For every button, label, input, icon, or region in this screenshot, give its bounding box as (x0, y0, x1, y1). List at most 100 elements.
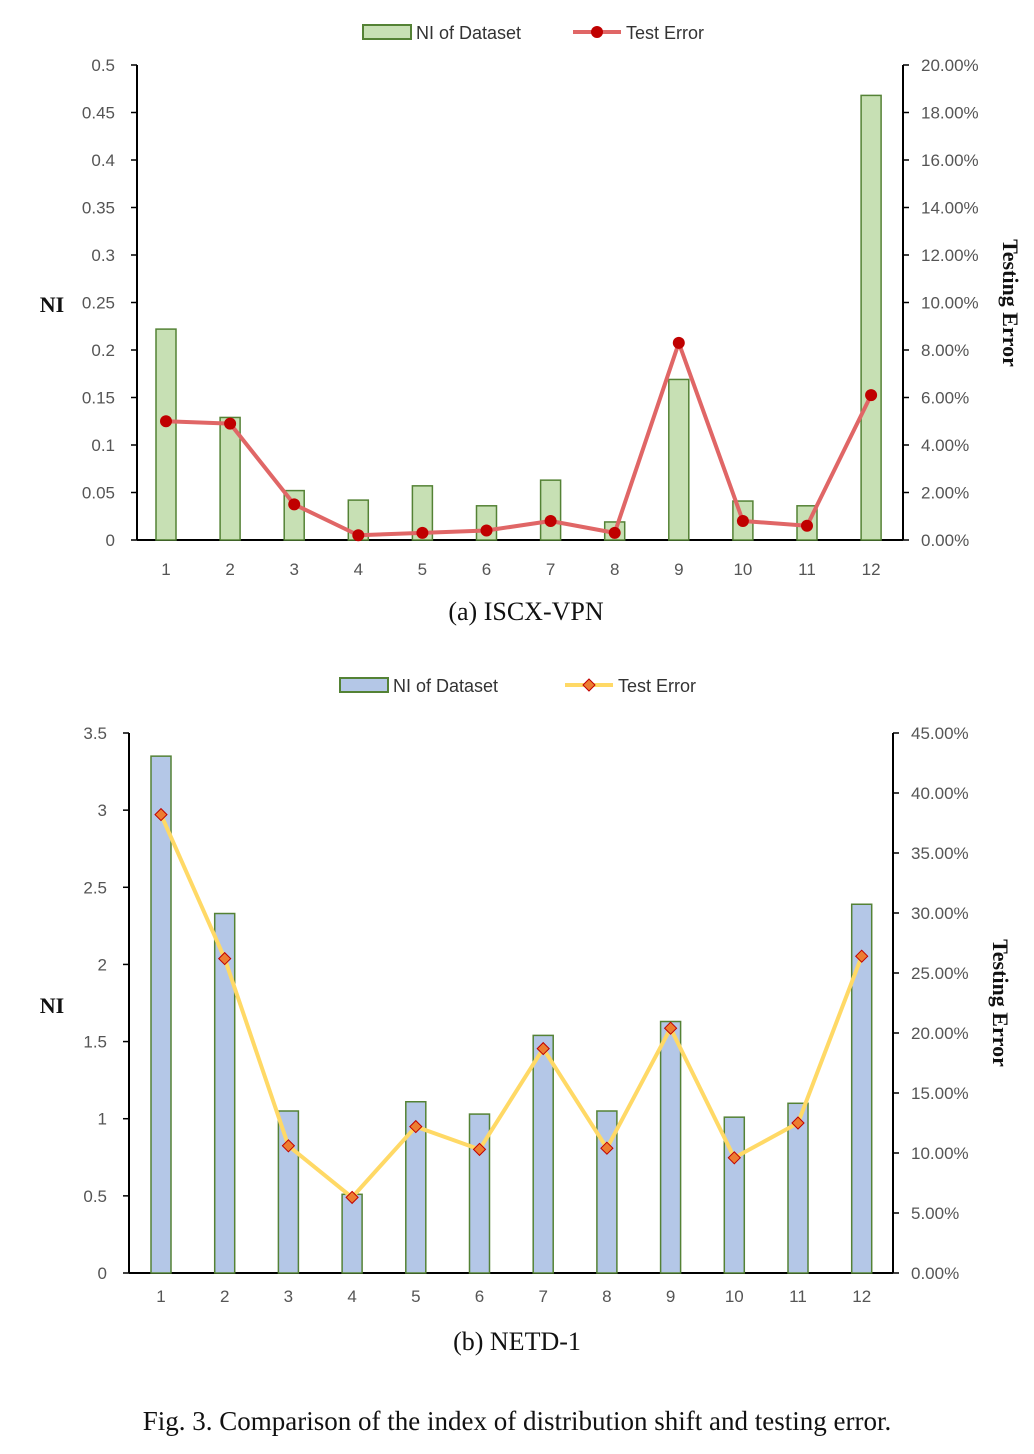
legend-swatch-bars (339, 677, 389, 693)
y-tick-label: 0 (98, 1264, 107, 1283)
test-error-line (159, 813, 864, 1200)
chart-a: NI of Dataset Test Error 0 0.05 0.1 0.15 0.2 0.… (40, 23, 1023, 626)
x-tick-label: 11 (789, 1287, 807, 1306)
chart-b: NI of Dataset Test Error 0 0.5 1 1.5 2 2.5 3 3.5 0… (40, 676, 1013, 1356)
x-tick-label: 8 (602, 1287, 611, 1306)
line-point (608, 526, 621, 539)
bar (539, 479, 562, 541)
figure-caption: Fig. 3. Comparison of the index of distr… (143, 1406, 891, 1436)
y-tick-label: 0.2 (91, 341, 115, 360)
bar (150, 755, 172, 1274)
legend-marker-icon (591, 26, 603, 38)
x-tick-label: 1 (161, 560, 170, 579)
bar (596, 1110, 618, 1274)
y-tick-label: 0.1 (91, 436, 115, 455)
y2-tick-label: 20.00% (911, 1024, 969, 1043)
bar (341, 1193, 363, 1274)
line-point (217, 951, 232, 966)
legend-swatch-bars (362, 24, 412, 40)
x-tick-label: 11 (798, 560, 816, 579)
line-point (544, 515, 557, 527)
bar (411, 485, 434, 541)
y2-tick-label: 10.00% (921, 294, 979, 313)
line-point (536, 1041, 550, 1056)
line-point (854, 949, 869, 963)
x-tick-label: 10 (733, 560, 752, 579)
y-axis-title: NI (40, 292, 64, 317)
line-point (480, 524, 493, 537)
x-tick-label: 3 (289, 560, 298, 579)
test-error-line (165, 340, 873, 538)
x-tick-label: 6 (482, 560, 491, 579)
bar (277, 1110, 300, 1274)
x-tick-label: 4 (347, 1287, 356, 1306)
line-point (281, 1139, 296, 1153)
line-point (801, 519, 813, 532)
subcaption: (b) NETD-1 (453, 1327, 581, 1356)
bar (532, 1034, 554, 1274)
y2-tick-label: 0.00% (921, 531, 969, 550)
bar (787, 1102, 809, 1274)
y2-tick-label: 4.00% (921, 436, 969, 455)
y-tick-label: 1.5 (83, 1033, 107, 1052)
x-tick-label: 9 (666, 1287, 675, 1306)
x-tick-label: 1 (156, 1287, 165, 1306)
legend-label-bars: NI of Dataset (393, 676, 498, 696)
x-tick-label: 2 (225, 560, 234, 579)
line-point (736, 515, 749, 527)
y-tick-label: 1 (98, 1110, 107, 1129)
line-point (409, 1119, 423, 1134)
y-tick-label: 3.5 (83, 724, 107, 743)
legend-label-line: Test Error (626, 23, 704, 43)
x-tick-label: 3 (284, 1287, 293, 1306)
legend-label-line: Test Error (618, 676, 696, 696)
y-tick-label: 0 (106, 531, 115, 550)
y-tick-label: 2.5 (83, 878, 107, 897)
bar (219, 416, 241, 541)
y2-tick-label: 16.00% (921, 151, 979, 170)
y-tick-label: 0.15 (82, 389, 115, 408)
line-point (600, 1141, 614, 1155)
x-tick-label: 9 (674, 560, 683, 579)
line-point (663, 1021, 678, 1035)
legend-b: NI of Dataset Test Error (339, 676, 696, 696)
y2-tick-label: 0.00% (911, 1264, 959, 1283)
bar (405, 1100, 427, 1274)
bar (860, 94, 882, 541)
y2-tick-label: 14.00% (921, 199, 979, 218)
y2-tick-label: 35.00% (911, 844, 969, 863)
line-point (672, 336, 685, 349)
x-tick-label: 4 (354, 560, 363, 579)
y2-tick-label: 5.00% (911, 1204, 959, 1223)
x-tick-label: 6 (475, 1287, 484, 1306)
y-tick-label: 0.05 (82, 484, 115, 503)
bar (213, 912, 236, 1274)
line-point (345, 1190, 359, 1205)
y-tick-label: 2 (98, 955, 107, 974)
x-tick-label: 7 (546, 560, 555, 579)
y2-tick-label: 25.00% (911, 964, 969, 983)
y2-axis-title: Testing Error (988, 939, 1013, 1067)
x-tick-label: 8 (610, 560, 619, 579)
line-point (727, 1151, 742, 1165)
y2-axis-title: Testing Error (998, 239, 1023, 367)
y-tick-label: 3 (98, 801, 107, 820)
y2-tick-label: 45.00% (911, 724, 969, 743)
line-point (791, 1116, 805, 1130)
x-tick-label: 2 (220, 1287, 229, 1306)
x-tick-label: 5 (411, 1287, 420, 1306)
y2-tick-label: 12.00% (921, 246, 979, 265)
line-point (288, 498, 301, 511)
y2-tick-label: 6.00% (921, 389, 969, 408)
y2-tick-label: 8.00% (921, 341, 969, 360)
bar (659, 1020, 682, 1274)
y-tick-label: 0.5 (91, 56, 115, 75)
x-tick-label: 12 (852, 1287, 871, 1306)
y2-tick-label: 30.00% (911, 904, 969, 923)
y-tick-label: 0.5 (83, 1187, 107, 1206)
bar (468, 1113, 491, 1274)
x-tick-label: 12 (862, 560, 881, 579)
y2-tick-label: 40.00% (911, 784, 969, 803)
legend-label-bars: NI of Dataset (416, 23, 521, 43)
